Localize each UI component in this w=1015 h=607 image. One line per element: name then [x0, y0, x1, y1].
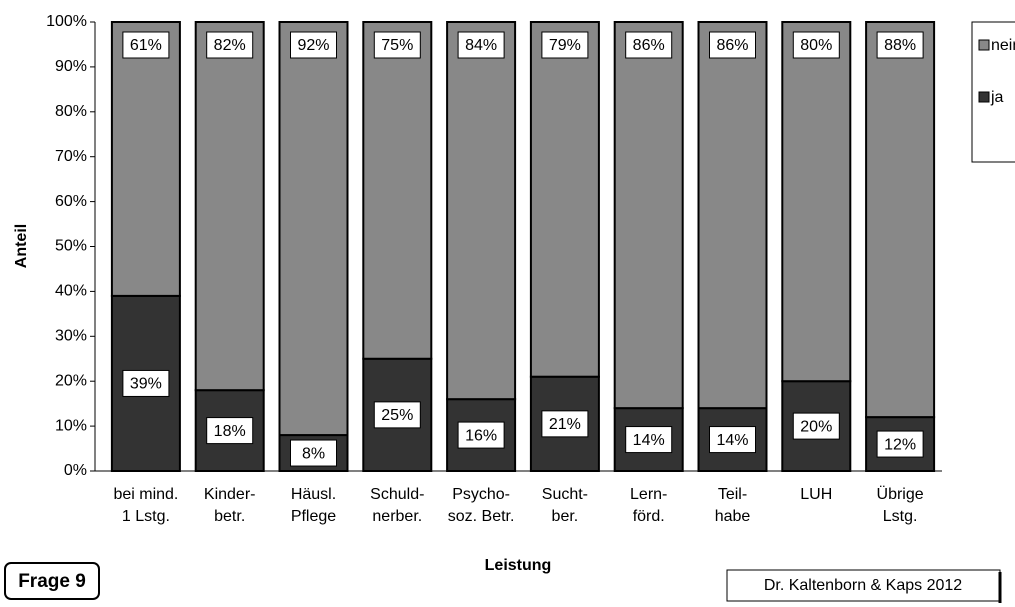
x-tick-label: Kinder- — [204, 486, 256, 503]
value-label-box — [122, 31, 170, 59]
bar-segment — [613, 21, 684, 410]
value-label: 61% — [130, 37, 162, 54]
y-axis-label: Anteil — [13, 224, 30, 268]
x-tick-label: Häusl. — [291, 486, 336, 503]
value-label-box — [625, 31, 673, 59]
value-label: 86% — [716, 37, 748, 54]
value-label-box — [457, 421, 505, 449]
value-label: 39% — [130, 376, 162, 393]
credit-box — [726, 569, 1001, 602]
bar-segment — [865, 21, 936, 419]
value-label: 75% — [381, 37, 413, 54]
y-tick-label: 50% — [55, 238, 87, 255]
x-tick-label: bei mind. — [113, 486, 178, 503]
x-tick-label: soz. Betr. — [448, 508, 515, 525]
y-tick-label: 10% — [55, 417, 87, 434]
x-tick-label: nerber. — [372, 508, 422, 525]
legend-swatch — [978, 39, 990, 51]
x-tick-label: Lstg. — [883, 508, 918, 525]
frage-box — [4, 562, 100, 600]
value-label: 16% — [465, 427, 497, 444]
x-tick-label: Übrige — [877, 485, 924, 503]
value-label-box — [792, 412, 840, 440]
bar-segment — [194, 21, 265, 392]
x-tick-label: Schuld- — [370, 486, 424, 503]
value-label-box — [709, 426, 756, 454]
value-label: 18% — [214, 423, 246, 440]
y-tick-label: 30% — [55, 328, 87, 345]
value-label: 12% — [884, 436, 916, 453]
value-label: 82% — [214, 37, 246, 54]
value-label-box — [876, 31, 924, 59]
x-tick-label: förd. — [633, 508, 665, 525]
y-tick-label: 100% — [46, 13, 87, 30]
value-label: 86% — [633, 37, 665, 54]
bar-segment — [278, 21, 349, 437]
x-tick-label: habe — [715, 508, 751, 525]
y-tick-label: 40% — [55, 283, 87, 300]
value-label: 14% — [633, 432, 665, 449]
bar-segment — [529, 21, 600, 378]
bar-segment — [781, 21, 852, 383]
value-label-box — [206, 31, 254, 59]
value-label-box — [122, 369, 170, 397]
value-label: 84% — [465, 37, 497, 54]
credit: Dr. Kaltenborn & Kaps 2012 — [764, 577, 962, 594]
x-tick-label: LUH — [800, 486, 832, 503]
value-label-box — [792, 31, 840, 59]
legend-swatch — [978, 91, 990, 103]
value-label: 25% — [381, 407, 413, 424]
value-label-box — [541, 410, 589, 438]
frage-label: Frage 9 — [18, 571, 86, 592]
y-tick-label: 80% — [55, 103, 87, 120]
value-label-box — [290, 31, 337, 59]
value-label: 88% — [884, 37, 916, 54]
x-tick-label: Teil- — [718, 486, 747, 503]
y-tick-label: 90% — [55, 58, 87, 75]
bar-segment — [110, 21, 181, 297]
value-label-box — [290, 439, 337, 467]
value-label: 79% — [549, 37, 581, 54]
x-tick-label: Sucht- — [542, 486, 588, 503]
y-tick-label: 70% — [55, 148, 87, 165]
value-label: 21% — [549, 416, 581, 433]
y-tick-label: 0% — [64, 462, 87, 479]
x-tick-label: ber. — [552, 508, 579, 525]
value-label: 80% — [800, 37, 832, 54]
value-label-box — [625, 426, 673, 454]
value-label-box — [206, 417, 254, 445]
value-label: 14% — [716, 432, 748, 449]
x-tick-label: Lern- — [630, 486, 667, 503]
y-tick-label: 20% — [55, 372, 87, 389]
value-label-box — [373, 31, 421, 59]
x-tick-label: betr. — [214, 508, 245, 525]
bar-segment — [446, 21, 517, 401]
value-label-box — [373, 401, 421, 429]
value-label-box — [876, 430, 924, 458]
x-axis-label: Leistung — [485, 557, 552, 574]
legend-label: nein — [991, 37, 1015, 54]
value-label-box — [457, 31, 505, 59]
x-tick-label: Psycho- — [452, 486, 510, 503]
x-tick-label: Pflege — [291, 508, 336, 525]
value-label: 8% — [302, 445, 325, 462]
value-label-box — [709, 31, 756, 59]
value-label: 92% — [297, 37, 329, 54]
bar-segment — [362, 21, 433, 360]
bar-segment — [697, 21, 768, 410]
value-label-box — [541, 31, 589, 59]
y-tick-label: 60% — [55, 193, 87, 210]
value-label: 20% — [800, 418, 832, 435]
x-tick-label: 1 Lstg. — [122, 508, 170, 525]
legend-label: ja — [990, 89, 1004, 106]
